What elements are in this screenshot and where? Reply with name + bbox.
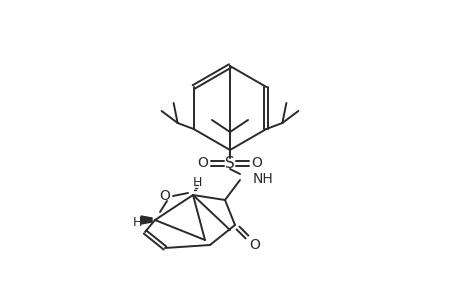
- Text: S: S: [224, 155, 235, 170]
- Polygon shape: [141, 216, 151, 224]
- Text: O: O: [251, 156, 262, 170]
- Text: NH: NH: [252, 172, 273, 186]
- Text: H: H: [132, 217, 141, 230]
- Text: H: H: [192, 176, 201, 190]
- Text: O: O: [197, 156, 208, 170]
- Text: O: O: [159, 189, 170, 203]
- Text: O: O: [249, 238, 260, 252]
